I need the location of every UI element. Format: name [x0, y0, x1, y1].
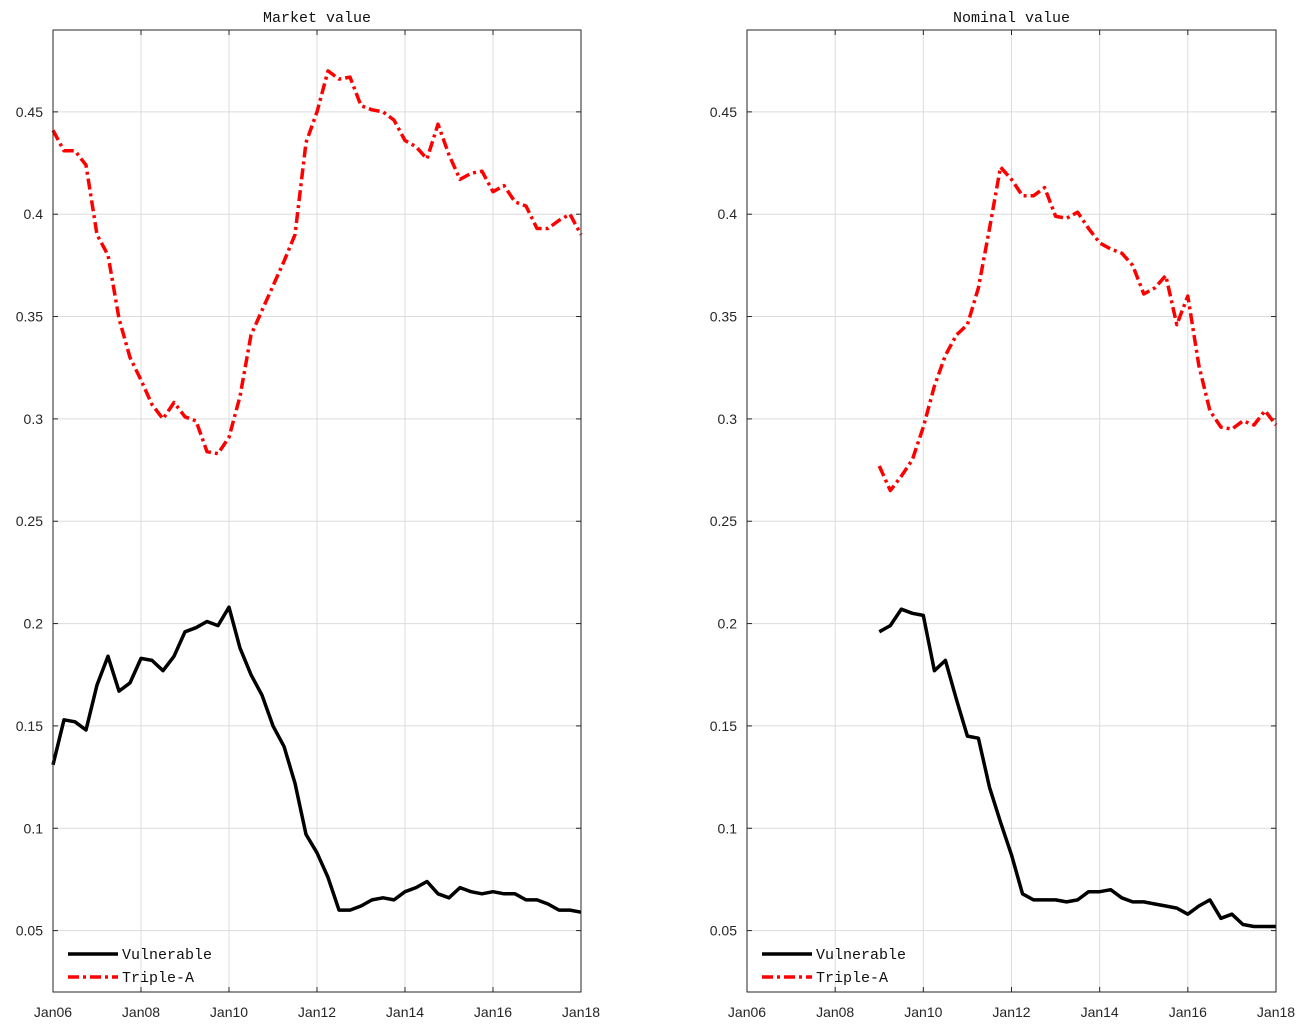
y-tick-label: 0.35: [710, 309, 737, 325]
y-tick-label: 0.1: [24, 820, 44, 836]
y-tick-label: 0.15: [16, 718, 43, 734]
y-tick-label: 0.4: [24, 206, 44, 222]
chart-title: Market value: [263, 10, 371, 27]
x-tick-label: Jan18: [1257, 1004, 1295, 1020]
x-tick-label: Jan12: [992, 1004, 1030, 1020]
y-tick-label: 0.2: [718, 616, 738, 632]
x-tick-label: Jan16: [1169, 1004, 1207, 1020]
legend: Vulnerable Triple-A: [762, 947, 906, 987]
legend: Vulnerable Triple-A: [68, 947, 212, 987]
y-tick-label: 0.25: [16, 513, 43, 529]
ticks: Jan06 Jan08 Jan10 Jan12 Jan14 Jan16 Jan18 0.05 0…: [16, 30, 600, 1020]
series-line-triple-a: [877, 165, 1278, 493]
y-tick-label: 0.35: [16, 309, 43, 325]
x-tick-label: Jan14: [386, 1004, 424, 1020]
grid: [747, 30, 1276, 992]
x-tick-label: Jan08: [816, 1004, 854, 1020]
y-tick-label: 0.25: [710, 513, 737, 529]
x-tick-label: Jan06: [34, 1004, 72, 1020]
y-tick-label: 0.3: [24, 411, 44, 427]
axes-frame: [52, 29, 582, 993]
x-tick-label: Jan18: [562, 1004, 600, 1020]
y-tick-label: 0.1: [718, 820, 738, 836]
x-tick-label: Jan10: [210, 1004, 248, 1020]
series-line-triple-a: [51, 69, 583, 456]
y-tick-label: 0.05: [16, 923, 43, 939]
y-tick-label: 0.4: [718, 206, 738, 222]
x-tick-label: Jan12: [298, 1004, 336, 1020]
axes-frame: [746, 29, 1277, 993]
y-tick-label: 0.45: [710, 104, 737, 120]
series-line-vulnerable: [878, 607, 1276, 929]
market-value-chart: Market value Jan06 Jan08 Jan10 Jan12 Jan14 Ja…: [16, 10, 601, 1020]
y-tick-label: 0.15: [710, 718, 737, 734]
y-tick-label: 0.3: [718, 411, 738, 427]
x-tick-label: Jan10: [904, 1004, 942, 1020]
y-tick-label: 0.45: [16, 104, 43, 120]
legend-label: Vulnerable: [122, 947, 212, 964]
legend-label: Vulnerable: [816, 947, 906, 964]
ticks: Jan06 Jan08 Jan10 Jan12 Jan14 Jan16 Jan18 0.05 0…: [710, 30, 1295, 1020]
y-tick-label: 0.2: [24, 616, 44, 632]
x-tick-label: Jan08: [122, 1004, 160, 1020]
x-tick-label: Jan06: [728, 1004, 766, 1020]
y-tick-label: 0.05: [710, 923, 737, 939]
grid: [53, 30, 581, 992]
x-tick-label: Jan14: [1081, 1004, 1119, 1020]
chart-title: Nominal value: [953, 10, 1070, 27]
legend-label: Triple-A: [816, 970, 888, 987]
x-tick-label: Jan16: [474, 1004, 512, 1020]
legend-label: Triple-A: [122, 970, 194, 987]
nominal-value-chart: Nominal value Jan06 Jan08 Jan10 Jan12 Jan14 J…: [710, 10, 1296, 1020]
series-line-vulnerable: [51, 605, 582, 914]
